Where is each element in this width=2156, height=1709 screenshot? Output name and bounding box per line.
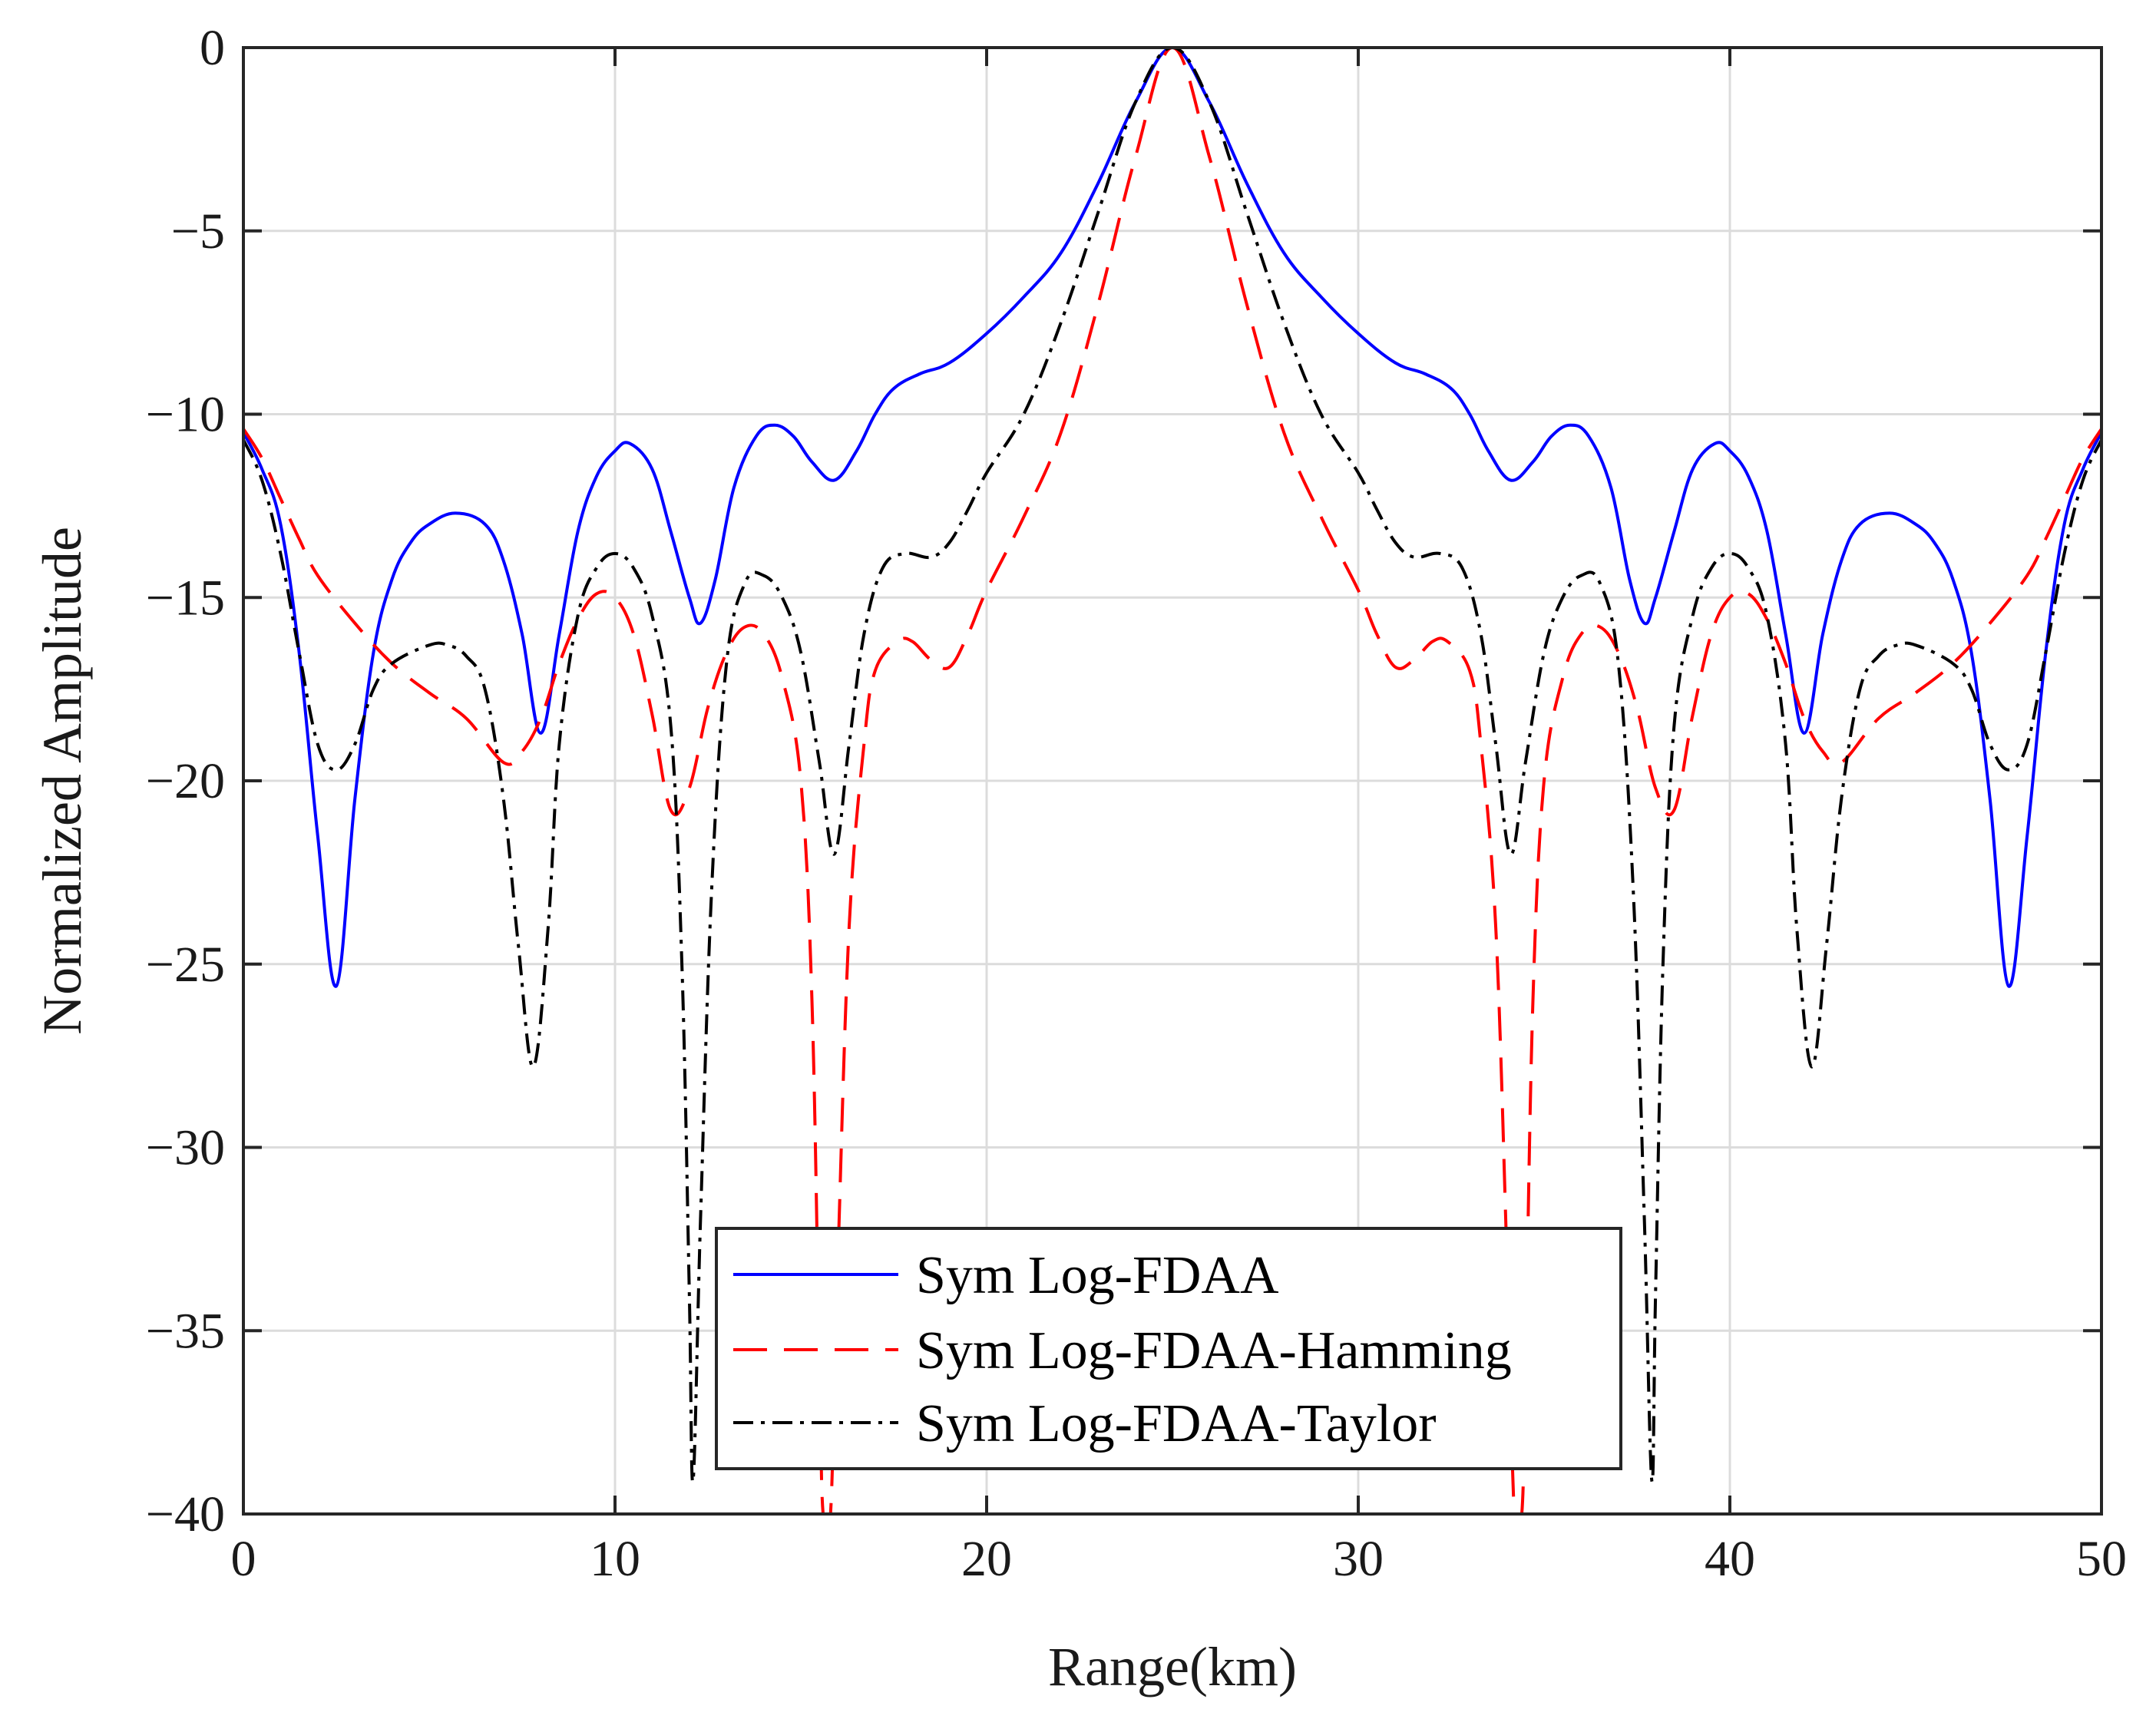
y-tick-label: −15 (146, 570, 225, 626)
legend-label-sym-log-fdaa: Sym Log-FDAA (916, 1246, 1279, 1305)
y-tick-label: −25 (146, 937, 225, 993)
legend: Sym Log-FDAA Sym Log-FDAA-Hamming Sym Lo… (715, 1227, 1622, 1470)
x-tick-label: 50 (2076, 1531, 2127, 1587)
legend-label-sym-log-fdaa-hamming: Sym Log-FDAA-Hamming (916, 1321, 1512, 1380)
y-axis-label: Normalized Amplitude (31, 527, 93, 1035)
x-tick-label: 10 (590, 1531, 640, 1587)
y-tick-label: 0 (200, 20, 225, 76)
y-tick-label: −35 (146, 1303, 225, 1359)
x-tick-label: 40 (1705, 1531, 1755, 1587)
series-line-sym-log-fdaa-hamming (243, 48, 2101, 1514)
y-tick-label: −5 (171, 203, 225, 259)
y-tick-label: −30 (146, 1120, 225, 1176)
x-tick-labels: 0 10 20 30 40 50 (231, 1531, 2128, 1587)
x-tick-label: 20 (961, 1531, 1012, 1587)
x-tick-label: 0 (231, 1531, 256, 1587)
tick-marks (242, 46, 2103, 1516)
y-tick-labels: 0 −5 −10 −15 −20 −25 −30 −35 −40 (146, 20, 225, 1542)
y-tick-label: −20 (146, 753, 225, 809)
series-line-sym-log-fdaa (243, 48, 2101, 988)
series-layer (243, 48, 2101, 1514)
y-tick-label: −10 (146, 387, 225, 443)
x-axis-label: Range(km) (1048, 1636, 1297, 1697)
x-tick-label: 30 (1333, 1531, 1384, 1587)
y-tick-label: −40 (146, 1486, 225, 1542)
legend-label-sym-log-fdaa-taylor: Sym Log-FDAA-Taylor (916, 1394, 1437, 1453)
